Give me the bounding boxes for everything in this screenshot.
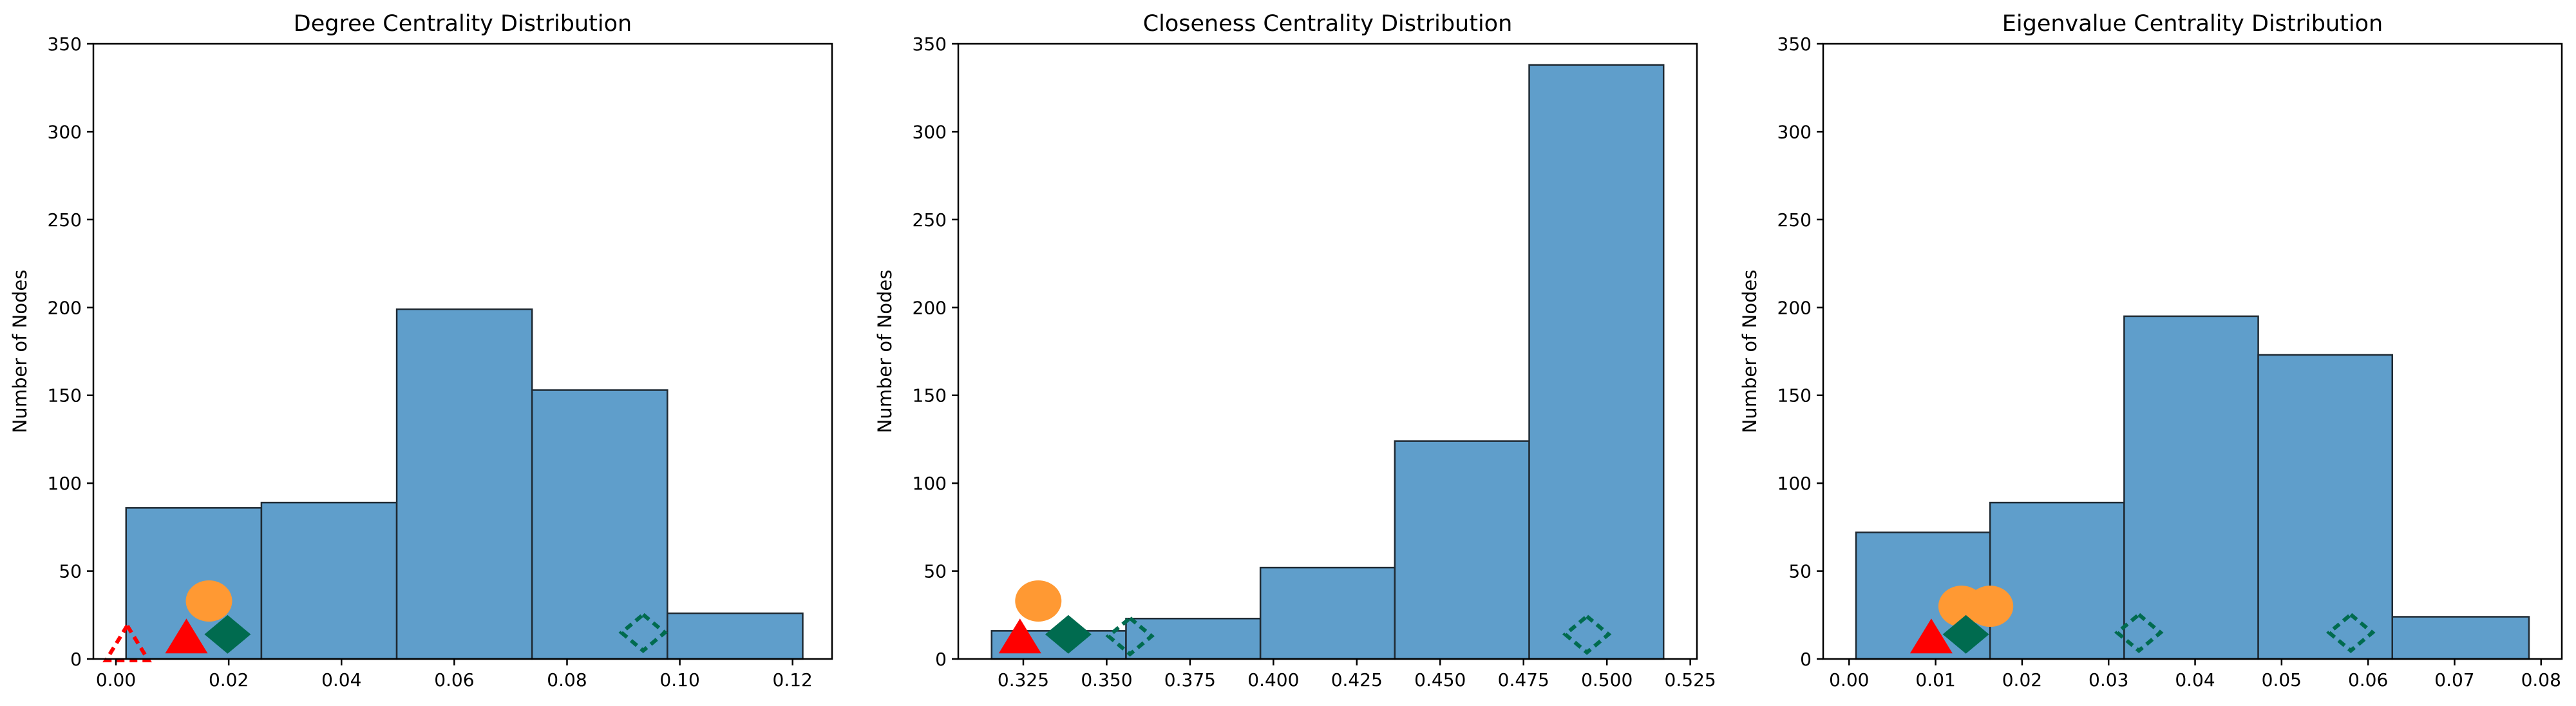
- x-tick-label: 0.525: [1665, 669, 1716, 691]
- x-tick-label: 0.05: [2262, 669, 2302, 691]
- histogram-bar: [2123, 315, 2259, 660]
- x-tick-label: 0.00: [96, 669, 136, 691]
- y-tick-label: 250: [913, 209, 947, 231]
- axes-frame: [92, 43, 833, 660]
- histogram-bar: [1259, 566, 1396, 660]
- x-tick-label: 0.08: [547, 669, 587, 691]
- axes-frame: [1822, 43, 2563, 660]
- y-tick-label: 200: [1777, 297, 1812, 318]
- histogram-bar: [1125, 617, 1262, 660]
- diamond-marker: [1045, 615, 1092, 654]
- histogram-bar: [1989, 501, 2125, 660]
- x-tick-label: 0.425: [1331, 669, 1383, 691]
- x-tick-label: 0.500: [1581, 669, 1633, 691]
- chart-panel-3: Eigenvalue Centrality Distribution Number…: [1739, 11, 2563, 691]
- y-tick-label: 100: [48, 473, 82, 494]
- chart-panel-2: Closeness Centrality Distribution Number …: [874, 11, 1716, 691]
- y-tick-label: 200: [48, 297, 82, 318]
- axes-frame: [957, 43, 1698, 660]
- y-tick-label: 300: [913, 121, 947, 142]
- x-tick-label: 0.06: [434, 669, 474, 691]
- x-tick-label: 0.04: [2175, 669, 2215, 691]
- x-tick-label: 0.01: [1915, 669, 1955, 691]
- circle-marker: [185, 580, 232, 622]
- y-tick-label: 50: [59, 561, 82, 582]
- circle-marker: [1015, 580, 1062, 622]
- y-tick-label: 250: [48, 209, 82, 231]
- y-tick-label: 100: [1777, 473, 1812, 494]
- x-tick-label: 0.04: [321, 669, 361, 691]
- chart-title: Eigenvalue Centrality Distribution: [2002, 11, 2383, 37]
- y-tick-label: 150: [913, 385, 947, 406]
- histogram-bar: [667, 612, 804, 660]
- y-tick-label: 300: [1777, 121, 1812, 142]
- triangle-marker: [165, 618, 208, 654]
- y-tick-label: 0: [70, 649, 82, 670]
- x-tick-label: 0.450: [1414, 669, 1466, 691]
- diamond-outline-marker: [618, 612, 668, 653]
- diamond-marker: [1942, 615, 1989, 654]
- y-tick-label: 200: [913, 297, 947, 318]
- y-tick-label: 350: [48, 33, 82, 55]
- y-tick-label: 100: [913, 473, 947, 494]
- triangle-outline-marker: [102, 622, 152, 663]
- y-axis-label: Number of Nodes: [1739, 270, 1761, 434]
- x-tick-label: 0.12: [773, 669, 813, 691]
- histogram-bar: [1528, 64, 1665, 660]
- diamond-outline-marker: [1562, 613, 1612, 655]
- chart-title: Degree Centrality Distribution: [294, 11, 632, 37]
- diamond-outline-marker: [2325, 612, 2376, 653]
- y-tick-label: 50: [923, 561, 947, 582]
- chart-panel-1: Degree Centrality Distribution Number of …: [9, 11, 833, 691]
- y-tick-label: 150: [1777, 385, 1812, 406]
- y-tick-label: 50: [1788, 561, 1812, 582]
- histogram-bar: [2391, 616, 2530, 660]
- chart-title: Closeness Centrality Distribution: [1143, 11, 1513, 37]
- triangle-marker: [1909, 618, 1953, 654]
- y-tick-label: 250: [1777, 209, 1812, 231]
- y-tick-label: 150: [48, 385, 82, 406]
- diamond-outline-marker: [2114, 612, 2164, 653]
- y-tick-label: 0: [935, 649, 947, 670]
- histogram-bar: [1394, 440, 1530, 660]
- y-tick-label: 300: [48, 121, 82, 142]
- x-tick-label: 0.475: [1498, 669, 1549, 691]
- x-tick-label: 0.03: [2088, 669, 2128, 691]
- histogram-bar: [395, 308, 533, 660]
- diamond-marker: [204, 615, 251, 654]
- x-tick-label: 0.08: [2521, 669, 2561, 691]
- x-tick-label: 0.400: [1247, 669, 1299, 691]
- histogram-bar: [260, 501, 398, 660]
- x-tick-label: 0.10: [659, 669, 699, 691]
- x-tick-label: 0.375: [1164, 669, 1216, 691]
- y-tick-label: 350: [1777, 33, 1812, 55]
- x-tick-label: 0.325: [998, 669, 1049, 691]
- circle-marker: [1967, 586, 2014, 627]
- x-tick-label: 0.00: [1829, 669, 1869, 691]
- y-axis-label: Number of Nodes: [9, 270, 31, 434]
- x-tick-label: 0.350: [1081, 669, 1132, 691]
- y-tick-label: 350: [913, 33, 947, 55]
- diamond-outline-marker: [1105, 615, 1155, 657]
- triangle-marker: [998, 618, 1041, 654]
- histogram-bar: [2257, 354, 2394, 660]
- x-tick-label: 0.02: [209, 669, 249, 691]
- y-axis-label: Number of Nodes: [874, 270, 896, 434]
- x-tick-label: 0.02: [2002, 669, 2042, 691]
- x-tick-label: 0.06: [2348, 669, 2388, 691]
- y-tick-label: 0: [1800, 649, 1812, 670]
- x-tick-label: 0.07: [2434, 669, 2474, 691]
